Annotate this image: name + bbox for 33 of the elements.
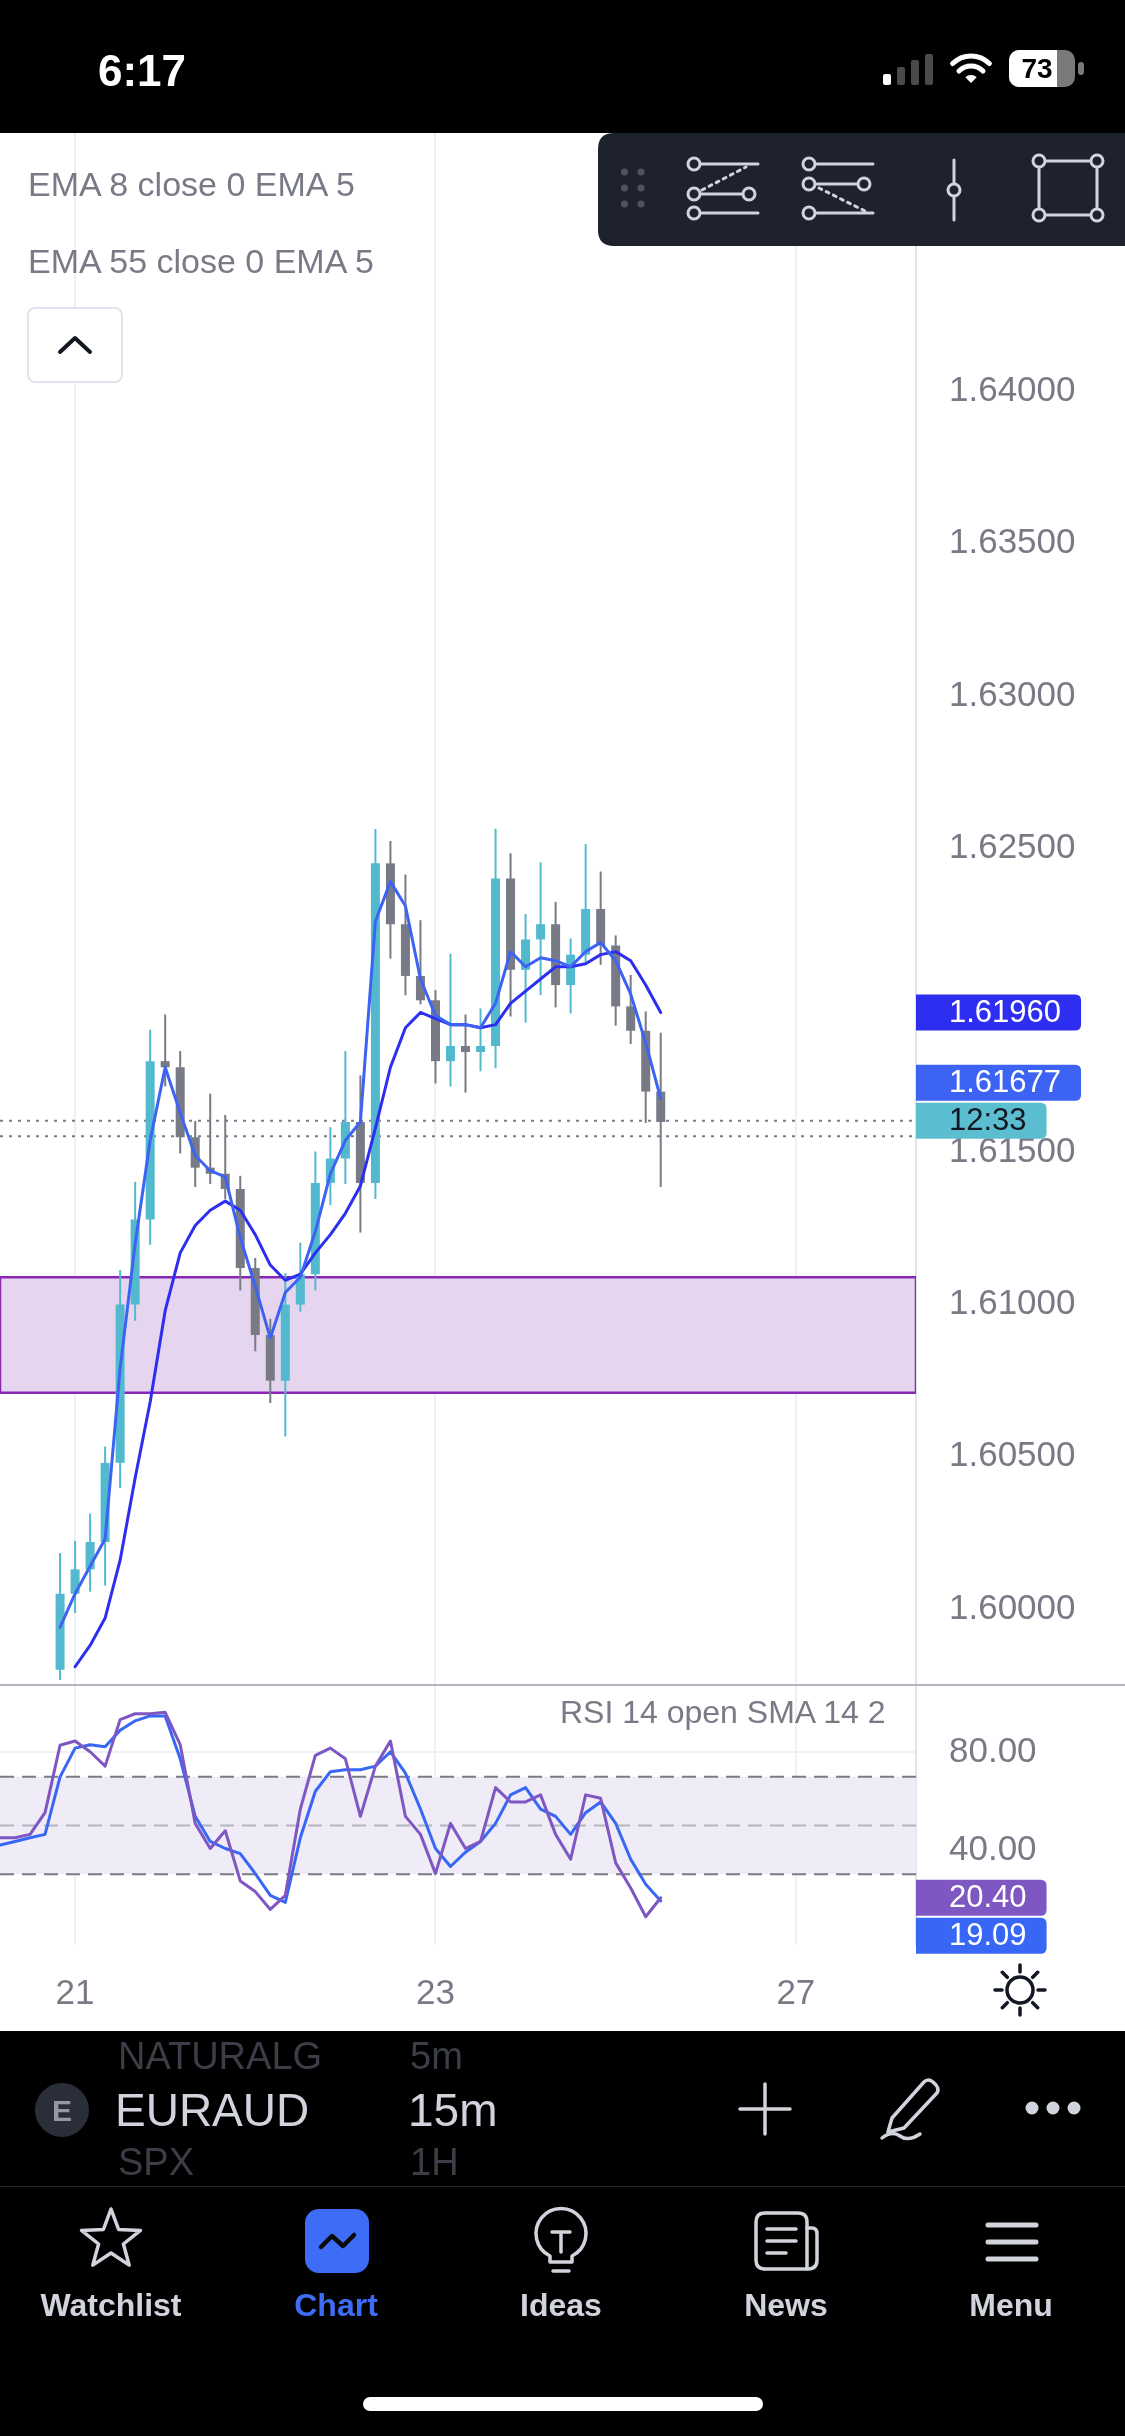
text: Chart (294, 2286, 378, 2324)
text: 15m (408, 2083, 498, 2137)
text: Ideas (520, 2286, 602, 2324)
text: Watchlist (40, 2286, 182, 2324)
text: 20.40 (949, 1879, 1027, 1915)
annotation: RSI 14 open SMA 14 2 (560, 1693, 886, 1731)
text: 1H (410, 2140, 459, 2184)
text: Menu (969, 2286, 1053, 2324)
annotation: EMA 8 close 0 EMA 5 (28, 164, 355, 204)
text: EURAUD (115, 2083, 310, 2137)
annotation: EMA 55 close 0 EMA 5 (28, 241, 374, 281)
y-tick-label: 1.63500 (949, 521, 1076, 561)
text: SPX (118, 2140, 195, 2184)
y-tick-label: 40.00 (949, 1827, 1037, 1867)
text: 19.09 (949, 1917, 1027, 1953)
text: E (51, 2092, 73, 2128)
text: News (744, 2286, 828, 2324)
text: 6:17 (98, 44, 187, 96)
y-tick-label: 1.60000 (949, 1586, 1076, 1626)
y-tick-label: 80.00 (949, 1730, 1037, 1770)
text: 1.61677 (949, 1064, 1062, 1100)
y-tick-label: 1.63000 (949, 673, 1076, 713)
text: 5m (410, 2034, 463, 2078)
text: NATURALG (118, 2034, 323, 2078)
x-tick-label: 21 (55, 1971, 95, 2011)
x-tick-label: 27 (776, 1971, 816, 2011)
y-tick-label: 1.62500 (949, 825, 1076, 865)
text: 1.61960 (949, 994, 1062, 1030)
text: 73 (1021, 53, 1053, 85)
y-tick-label: 1.60500 (949, 1434, 1076, 1474)
x-tick-label: 23 (416, 1971, 455, 2011)
y-tick-label: 1.61000 (949, 1282, 1076, 1322)
y-tick-label: 1.64000 (949, 369, 1076, 409)
